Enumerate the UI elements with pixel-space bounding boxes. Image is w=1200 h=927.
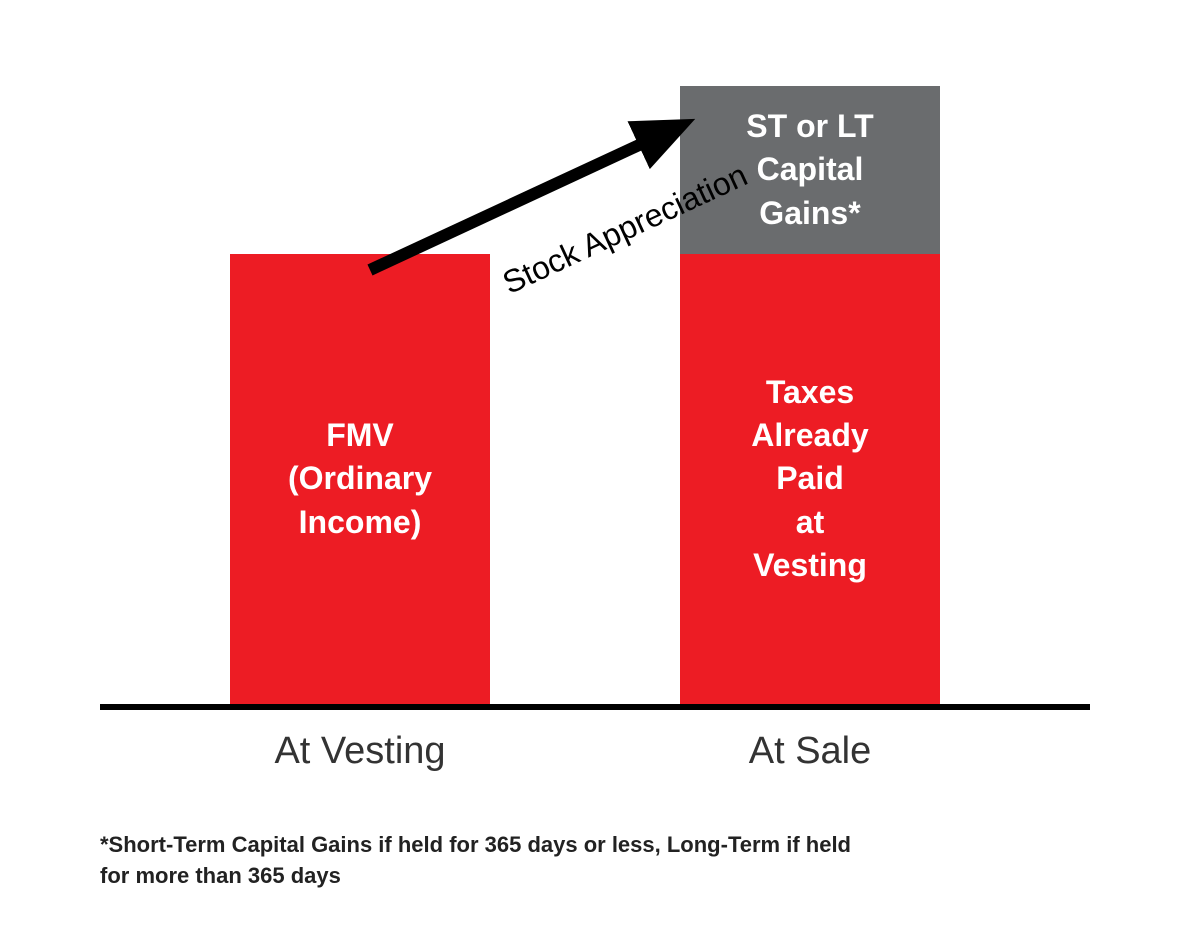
segment-taxespaid: TaxesAlreadyPaidatVesting: [680, 254, 940, 704]
footnote: *Short-Term Capital Gains if held for 36…: [100, 830, 880, 892]
chart-baseline: [100, 704, 1090, 710]
bar-vesting: FMV(OrdinaryIncome): [230, 254, 490, 704]
segment-fmv: FMV(OrdinaryIncome): [230, 254, 490, 704]
chart-container: FMV(OrdinaryIncome) ST or LTCapitalGains…: [100, 70, 1090, 710]
x-label-sale: At Sale: [660, 730, 960, 773]
x-label-vesting: At Vesting: [210, 730, 510, 773]
